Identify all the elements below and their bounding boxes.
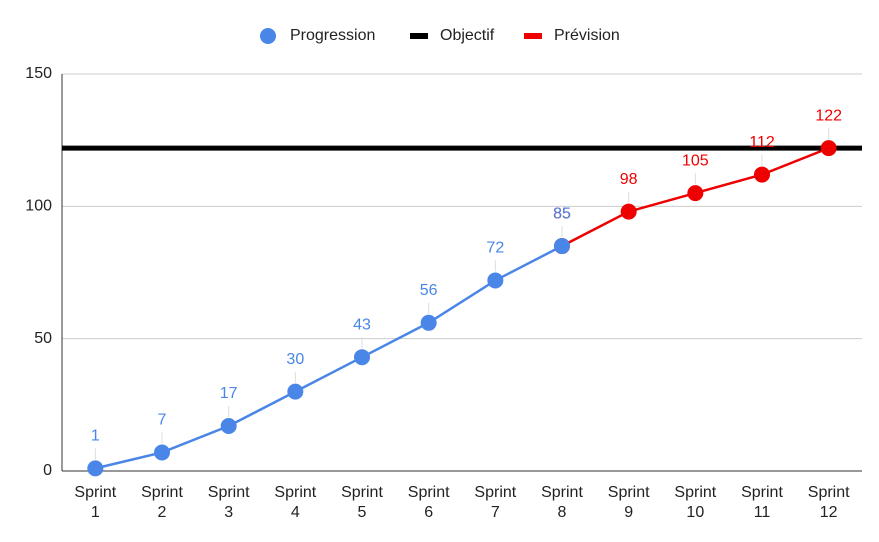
data-label: 56 [420, 282, 438, 299]
legend-swatch [524, 33, 542, 39]
point [287, 383, 304, 400]
point [154, 444, 170, 461]
y-tick-label: 100 [25, 198, 52, 215]
legend-label: Prévision [554, 27, 620, 44]
point [220, 418, 237, 435]
data-label: 7 [158, 412, 167, 429]
x-tick-label: Sprint 1 [74, 484, 116, 521]
series-line [95, 244, 563, 470]
data-label: 105 [682, 152, 709, 169]
point [420, 314, 437, 331]
point [620, 203, 637, 220]
data-label: 85 [553, 205, 571, 222]
x-tick-label: Sprint 2 [141, 484, 183, 521]
x-tick-label: Sprint 8 [541, 484, 583, 521]
legend-label: Objectif [440, 27, 495, 44]
point [487, 272, 504, 289]
point [820, 140, 837, 157]
x-tick-label: Sprint 9 [608, 484, 650, 521]
data-label: 1 [91, 428, 100, 445]
x-tick-label: Sprint 3 [208, 484, 250, 521]
x-tick-label: Sprint 10 [674, 484, 716, 521]
point [554, 238, 570, 255]
legend-swatch [260, 28, 276, 44]
legend-label: Progression [290, 27, 375, 44]
y-tick-label: 150 [25, 65, 52, 82]
data-label: 98 [620, 171, 638, 188]
x-tick-label: Sprint 5 [341, 484, 383, 521]
x-tick-label: Sprint 12 [808, 484, 850, 521]
point [354, 349, 370, 366]
x-tick-label: Sprint 6 [408, 484, 450, 521]
data-label: 43 [353, 316, 371, 333]
data-label: 72 [486, 240, 504, 257]
data-label: 30 [286, 351, 304, 368]
data-label: 112 [749, 134, 775, 151]
x-tick-label: Sprint 11 [741, 484, 783, 521]
point [87, 460, 104, 477]
y-tick-label: 50 [34, 330, 52, 347]
x-tick-label: Sprint 7 [474, 484, 516, 521]
data-label: 85 [553, 205, 571, 222]
y-tick-label: 0 [43, 462, 52, 479]
legend-swatch [410, 33, 428, 39]
point [687, 185, 704, 202]
x-tick-label: Sprint 4 [274, 484, 316, 521]
point [754, 166, 770, 183]
data-label: 122 [815, 107, 842, 124]
data-label: 17 [220, 385, 238, 402]
